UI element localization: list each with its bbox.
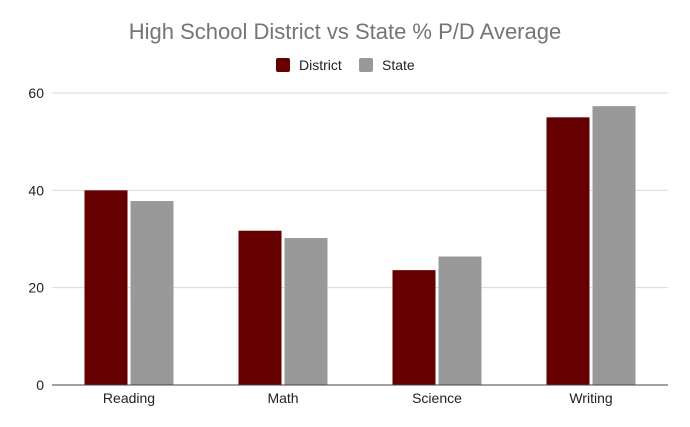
x-axis-ticks: Reading Math Science Writing: [103, 390, 613, 406]
legend-swatch-state: [359, 58, 373, 72]
chart-title: High School District vs State % P/D Aver…: [129, 19, 561, 44]
bar-state-writing: [592, 106, 636, 385]
bar-state-math: [284, 238, 328, 385]
legend-label-state: State: [382, 57, 415, 73]
legend-label-district: District: [299, 57, 342, 73]
x-tick-label: Math: [267, 390, 298, 406]
bar-district-science: [392, 270, 436, 385]
bar-state-reading: [130, 201, 174, 385]
legend-swatch-district: [276, 58, 290, 72]
x-tick-label: Science: [412, 390, 462, 406]
bar-district-reading: [84, 190, 128, 385]
y-tick-label: 0: [36, 377, 44, 393]
y-tick-label: 40: [28, 182, 44, 198]
bars: [84, 106, 636, 385]
bar-district-math: [238, 230, 282, 385]
legend: District State: [276, 57, 415, 73]
x-tick-label: Writing: [569, 390, 612, 406]
bar-district-writing: [546, 117, 590, 385]
y-axis-ticks: 0 20 40 60: [28, 85, 44, 393]
y-tick-label: 20: [28, 280, 44, 296]
y-tick-label: 60: [28, 85, 44, 101]
x-tick-label: Reading: [103, 390, 155, 406]
bar-state-science: [438, 256, 482, 385]
